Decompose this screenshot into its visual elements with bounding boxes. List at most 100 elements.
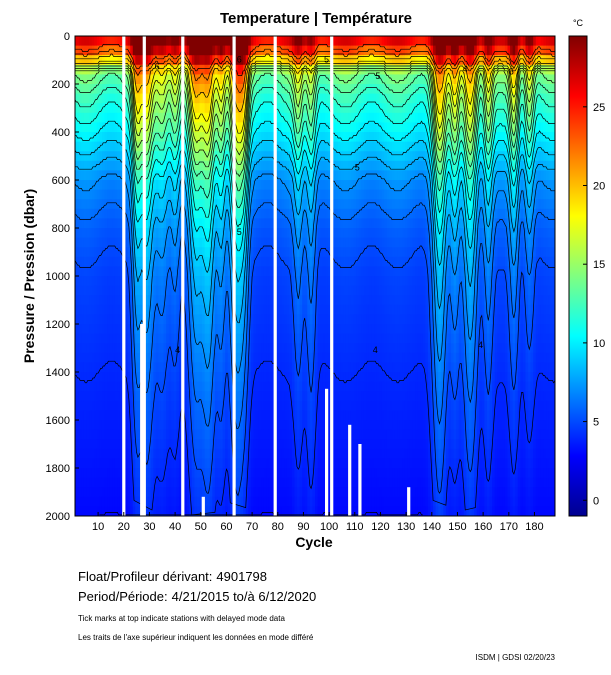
temperature-cell (173, 496, 177, 507)
temperature-cell (243, 324, 247, 335)
temperature-cell (178, 391, 183, 402)
temperature-cell (322, 352, 326, 363)
temperature-cell (160, 160, 165, 171)
temperature-cell (250, 112, 254, 123)
temperature-cell (191, 170, 195, 181)
temperature-cell (99, 247, 103, 258)
temperature-cell (302, 74, 306, 85)
temperature-cell (261, 36, 265, 47)
temperature-cell (258, 170, 262, 181)
temperature-cell (132, 84, 136, 95)
temperature-cell (214, 122, 219, 133)
temperature-cell (130, 496, 134, 507)
temperature-cell (171, 247, 175, 258)
temperature-cell (253, 247, 257, 258)
temperature-cell (96, 458, 100, 469)
temperature-cell (127, 151, 131, 162)
temperature-cell (309, 400, 314, 411)
temperature-cell (312, 314, 316, 325)
temperature-cell (276, 208, 280, 219)
temperature-cell (199, 64, 203, 75)
temperature-cell (202, 141, 206, 152)
temperature-cell (309, 266, 314, 277)
temperature-cell (212, 237, 216, 248)
temperature-cell (94, 151, 98, 162)
temperature-cell (302, 496, 306, 507)
temperature-cell (148, 199, 152, 210)
temperature-cell (315, 103, 319, 114)
temperature-cell (107, 362, 111, 373)
temperature-cell (112, 468, 116, 479)
temperature-cell (284, 391, 288, 402)
temperature-cell (96, 362, 100, 373)
temperature-cell (240, 208, 244, 219)
temperature-cell (78, 304, 83, 315)
temperature-cell (196, 237, 201, 248)
temperature-cell (309, 448, 314, 459)
temperature-cell (119, 496, 124, 507)
temperature-cell (222, 45, 226, 56)
temperature-cell (237, 256, 242, 267)
temperature-cell (137, 74, 142, 85)
temperature-cell (302, 381, 306, 392)
temperature-cell (207, 132, 211, 143)
temperature-cell (289, 266, 293, 277)
temperature-cell (212, 208, 216, 219)
temperature-cell (86, 55, 90, 66)
temperature-cell (240, 218, 244, 229)
temperature-cell (235, 429, 239, 440)
temperature-cell (250, 324, 254, 335)
temperature-cell (204, 448, 208, 459)
temperature-cell (263, 276, 267, 287)
temperature-cell (75, 285, 77, 296)
temperature-cell (127, 506, 131, 516)
temperature-cell (101, 400, 106, 411)
temperature-cell (158, 64, 162, 75)
temperature-cell (153, 420, 157, 431)
temperature-cell (253, 468, 257, 479)
temperature-cell (150, 429, 154, 440)
temperature-cell (117, 84, 121, 95)
temperature-cell (299, 420, 303, 431)
temperature-cell (263, 285, 267, 296)
temperature-cell (125, 228, 129, 239)
temperature-cell (94, 343, 98, 354)
temperature-cell (107, 333, 111, 344)
temperature-cell (230, 352, 234, 363)
temperature-cell (299, 314, 303, 325)
temperature-cell (307, 410, 311, 421)
temperature-cell (304, 189, 308, 200)
temperature-cell (109, 160, 113, 171)
temperature-cell (196, 93, 201, 104)
temperature-cell (286, 266, 290, 277)
temperature-cell (302, 266, 306, 277)
temperature-cell (173, 448, 177, 459)
temperature-cell (284, 506, 288, 516)
temperature-cell (86, 256, 90, 267)
temperature-cell (312, 324, 316, 335)
temperature-cell (302, 314, 306, 325)
temperature-cell (114, 74, 118, 85)
temperature-cell (104, 141, 108, 152)
temperature-cell (114, 256, 118, 267)
temperature-cell (178, 276, 183, 287)
temperature-cell (276, 160, 280, 171)
temperature-cell (153, 410, 157, 421)
temperature-cell (304, 141, 308, 152)
temperature-cell (207, 372, 211, 383)
temperature-cell (279, 352, 283, 363)
temperature-cell (94, 132, 98, 143)
temperature-cell (125, 295, 129, 306)
temperature-cell (125, 391, 129, 402)
temperature-cell (325, 45, 329, 56)
temperature-cell (276, 218, 280, 229)
temperature-cell (322, 112, 326, 123)
temperature-cell (194, 458, 198, 469)
temperature-cell (168, 237, 172, 248)
temperature-cell (253, 352, 257, 363)
temperature-cell (135, 218, 139, 229)
temperature-cell (109, 189, 113, 200)
temperature-cell (271, 189, 275, 200)
temperature-cell (86, 391, 90, 402)
temperature-cell (86, 304, 90, 315)
